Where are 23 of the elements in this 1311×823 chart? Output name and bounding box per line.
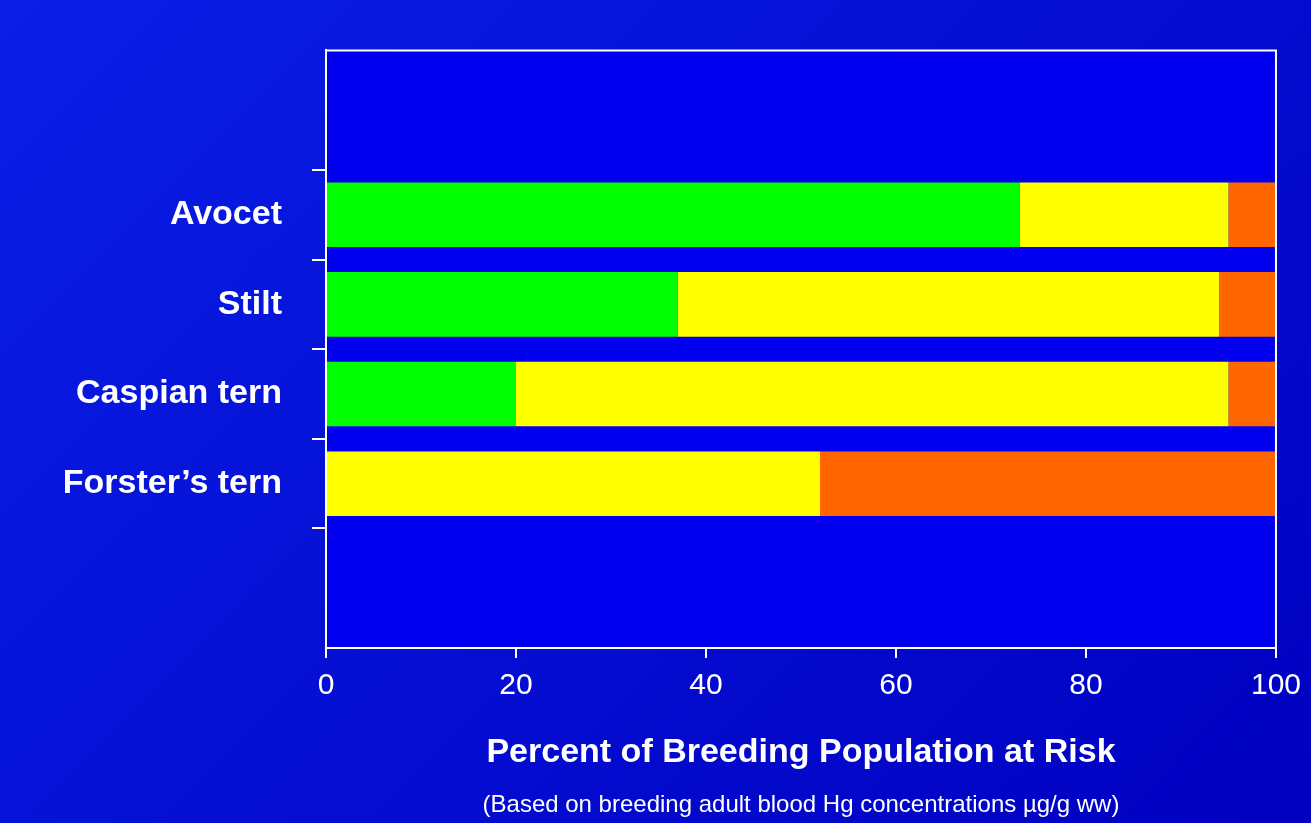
- bar: [1228, 182, 1276, 248]
- bar: [1218, 272, 1276, 337]
- bar: [516, 361, 1229, 427]
- text: (Based on breeding adult blood Hg concentrations µg/g ww): [482, 789, 1120, 817]
- y-tick-label: Caspian tern: [76, 372, 282, 411]
- bar: [327, 361, 516, 427]
- x-tick-label: 20: [499, 667, 533, 701]
- bar: [327, 451, 820, 516]
- bar: [327, 182, 1020, 248]
- bar: [1019, 182, 1229, 248]
- x-tick-label: 60: [879, 667, 913, 701]
- x-tick-label: 40: [689, 667, 723, 701]
- bar: [327, 272, 678, 337]
- bar: [677, 272, 1219, 337]
- x-tick-label: 80: [1069, 667, 1103, 701]
- bar: [1228, 361, 1276, 427]
- x-tick-label: 100: [1250, 667, 1301, 701]
- bar: [819, 451, 1276, 516]
- y-tick-label: Forster’s tern: [62, 462, 282, 501]
- y-tick-label: Avocet: [169, 193, 282, 232]
- x-axis-title: Percent of Breeding Population at Risk: [486, 730, 1116, 769]
- y-tick-label: Stilt: [217, 282, 282, 321]
- x-tick-label: 0: [317, 667, 335, 701]
